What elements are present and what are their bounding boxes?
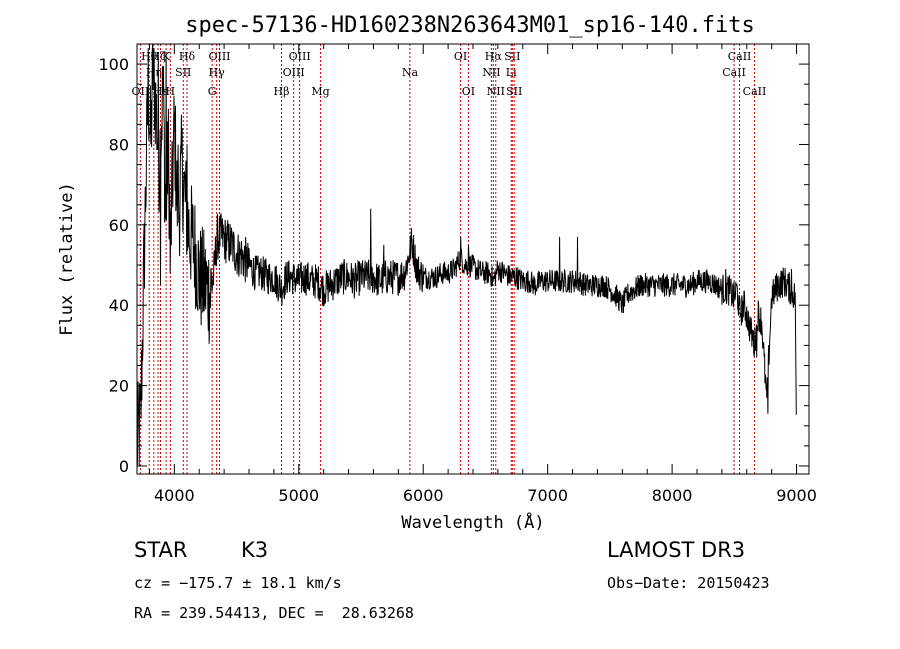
y-tick-label: 20 xyxy=(109,377,129,396)
y-tick-label: 60 xyxy=(109,216,129,235)
line-label: CaII xyxy=(743,85,767,98)
line-label: Na xyxy=(402,66,419,79)
line-label: Li xyxy=(506,66,517,79)
redshift-cz: cz = −175.7 ± 18.1 km/s xyxy=(134,574,342,592)
line-label: H xyxy=(166,85,176,98)
line-label: SII xyxy=(504,50,520,63)
survey-name: LAMOST DR3 xyxy=(607,538,746,562)
line-label: OII xyxy=(132,85,150,98)
x-axis-label: Wavelength (Å) xyxy=(401,511,544,533)
x-tick-label: 8000 xyxy=(652,486,693,505)
line-label: SII xyxy=(506,85,522,98)
line-label: CaII xyxy=(728,50,752,63)
line-label: Hγ xyxy=(209,66,226,79)
line-label: OIII xyxy=(283,66,305,79)
x-tick-label: 6000 xyxy=(403,486,444,505)
x-tick-label: 7000 xyxy=(527,486,568,505)
y-tick-label: 0 xyxy=(119,457,129,476)
coordinates: RA = 239.54413, DEC = 28.63268 xyxy=(134,604,414,622)
line-label: OI xyxy=(462,85,475,98)
line-label: Hδ xyxy=(179,50,196,63)
x-tick-label: 9000 xyxy=(776,486,817,505)
line-label: Hα xyxy=(485,50,503,63)
line-label: NII xyxy=(487,85,505,98)
spectrum-line xyxy=(136,44,797,466)
chart-title: spec-57136-HD160238N263643M01_sp16-140.f… xyxy=(185,13,755,38)
object-subclass: K3 xyxy=(241,538,269,562)
y-axis-label: Flux (relative) xyxy=(57,182,77,336)
line-label: NII xyxy=(482,66,500,79)
y-tick-label: 40 xyxy=(109,296,129,315)
line-label: OI xyxy=(454,50,467,63)
obs-date: Obs−Date: 20150423 xyxy=(607,574,770,592)
line-label: CaII xyxy=(722,66,746,79)
line-label: OIII xyxy=(289,50,311,63)
x-tick-label: 5000 xyxy=(278,486,319,505)
line-label: Mg xyxy=(311,85,329,98)
y-tick-label: 80 xyxy=(109,135,129,154)
line-label: OIII xyxy=(208,50,230,63)
object-class: STAR xyxy=(134,538,188,562)
line-label: SII xyxy=(175,66,191,79)
y-tick-label: 100 xyxy=(98,55,129,74)
line-label: Hβ xyxy=(274,85,290,98)
x-tick-label: 4000 xyxy=(154,486,195,505)
line-label: G xyxy=(208,85,217,98)
